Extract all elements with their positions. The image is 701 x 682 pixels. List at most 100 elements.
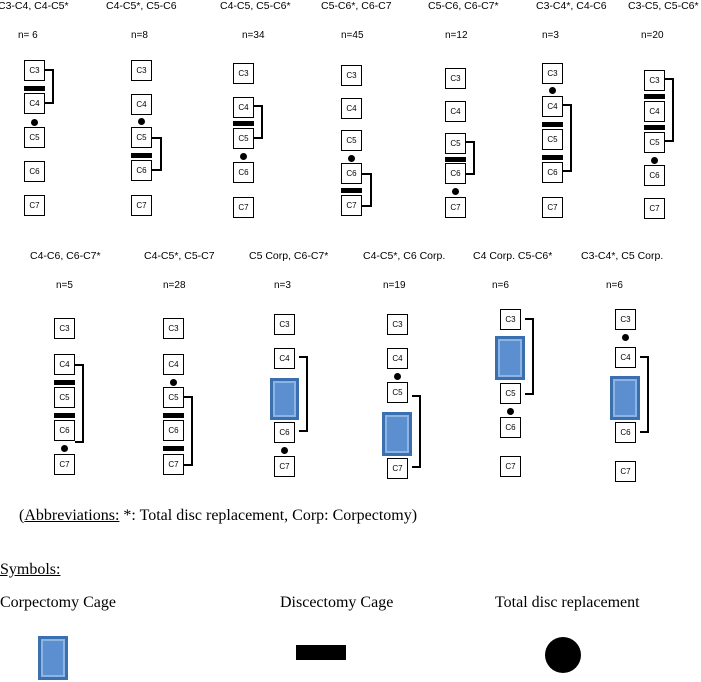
vertebra-c6: C6: [500, 417, 521, 438]
discectomy-cage: [233, 121, 254, 126]
vertebra-c7: C7: [131, 195, 152, 216]
total-disc-replacement: [622, 334, 629, 341]
fusion-bracket: [152, 137, 162, 171]
fusion-bracket: [525, 318, 534, 395]
vertebra-c3: C3: [500, 309, 521, 330]
vertebra-c7: C7: [615, 461, 636, 482]
vertebra-c6: C6: [615, 422, 636, 443]
panel-n: n=8: [131, 30, 148, 41]
discectomy-cage: [54, 380, 75, 385]
fusion-bracket: [299, 356, 308, 432]
vertebra-c7: C7: [542, 197, 563, 218]
abbreviations-heading: Abbreviations:: [24, 507, 120, 524]
vertebra-c5: C5: [341, 130, 362, 151]
panel-title: C3-C5, C5-C6*: [628, 0, 699, 12]
panel-title: C4-C5, C5-C6*: [220, 0, 291, 12]
panel-n: n=28: [163, 280, 186, 291]
vertebra-c4: C4: [131, 94, 152, 115]
panel-n: n=19: [383, 280, 406, 291]
fusion-bracket: [75, 364, 84, 443]
corpectomy-cage: [495, 336, 525, 380]
discectomy-cage: [341, 188, 362, 193]
panel-n: n=6: [492, 280, 509, 291]
panel-n: n=3: [274, 280, 291, 291]
vertebra-c6: C6: [644, 165, 665, 186]
fusion-bracket: [254, 105, 263, 139]
discectomy-cage: [54, 413, 75, 418]
fusion-bracket: [412, 395, 421, 468]
vertebra-c3: C3: [24, 60, 45, 81]
vertebra-c7: C7: [163, 454, 184, 475]
panel-title: C3-C4, C4-C5*: [0, 0, 69, 12]
vertebra-c5: C5: [233, 128, 254, 149]
fusion-bracket: [184, 396, 193, 466]
vertebra-c6: C6: [542, 162, 563, 183]
vertebra-c5: C5: [500, 383, 521, 404]
vertebra-c4: C4: [387, 348, 408, 369]
abbreviations-text: *: Total disc replacement, Corp: Corpect…: [119, 507, 418, 524]
vertebra-c3: C3: [387, 314, 408, 335]
vertebra-c6: C6: [54, 420, 75, 441]
fusion-bracket: [640, 356, 649, 433]
total-disc-replacement: [31, 119, 38, 126]
vertebra-c7: C7: [445, 197, 466, 218]
vertebra-c5: C5: [644, 132, 665, 153]
corpectomy-cage: [270, 378, 299, 420]
vertebra-c6: C6: [24, 161, 45, 182]
vertebra-c4: C4: [54, 354, 75, 375]
vertebra-c7: C7: [24, 195, 45, 216]
discectomy-cage: [542, 122, 563, 127]
panel-n: n=3: [542, 30, 559, 41]
vertebra-c5: C5: [445, 133, 466, 154]
vertebra-c4: C4: [274, 348, 295, 369]
symbols-title: Symbols:: [0, 561, 61, 578]
vertebra-c6: C6: [163, 420, 184, 441]
panel-title: C4-C5*, C5-C6: [106, 0, 177, 12]
vertebra-c3: C3: [233, 63, 254, 84]
panel-title: C4 Corp. C5-C6*: [473, 250, 553, 262]
vertebra-c3: C3: [163, 318, 184, 339]
corpectomy-cage: [382, 412, 412, 456]
legend-label-corpectomy-cage: Corpectomy Cage: [0, 594, 116, 611]
total-disc-replacement: [507, 408, 514, 415]
vertebra-c5: C5: [542, 129, 563, 150]
total-disc-replacement: [394, 373, 401, 380]
discectomy-cage: [542, 155, 563, 160]
vertebra-c6: C6: [341, 163, 362, 184]
vertebra-c4: C4: [445, 101, 466, 122]
vertebra-c5: C5: [24, 127, 45, 148]
total-disc-replacement: [651, 157, 658, 164]
panel-n: n=6: [606, 280, 623, 291]
vertebra-c6: C6: [131, 160, 152, 181]
vertebra-c3: C3: [54, 318, 75, 339]
vertebra-c6: C6: [274, 422, 295, 443]
vertebra-c4: C4: [233, 97, 254, 118]
vertebra-c7: C7: [54, 454, 75, 475]
vertebra-c3: C3: [341, 65, 362, 86]
legend-label-total-disc-replacement: Total disc replacement: [495, 594, 640, 611]
vertebra-c5: C5: [131, 127, 152, 148]
total-disc-replacement: [549, 87, 556, 94]
panel-title: C4-C5*, C6 Corp.: [363, 250, 446, 262]
vertebra-c5: C5: [163, 387, 184, 408]
panel-n: n=45: [341, 30, 364, 41]
total-disc-replacement: [240, 153, 247, 160]
total-disc-replacement: [348, 155, 355, 162]
discectomy-cage-icon: [296, 645, 346, 660]
vertebra-c3: C3: [644, 70, 665, 91]
vertebra-c7: C7: [500, 456, 521, 477]
panel-n: n=20: [641, 30, 664, 41]
vertebra-c6: C6: [445, 163, 466, 184]
panel-title: C3-C4*, C5 Corp.: [581, 250, 664, 262]
vertebra-c3: C3: [274, 314, 295, 335]
discectomy-cage: [644, 125, 665, 130]
panel-title: C4-C6, C6-C7*: [30, 250, 101, 262]
vertebra-c4: C4: [644, 101, 665, 122]
vertebra-c5: C5: [387, 382, 408, 403]
panel-title: C5-C6, C6-C7*: [428, 0, 499, 12]
vertebra-c4: C4: [542, 96, 563, 117]
vertebra-c6: C6: [233, 162, 254, 183]
vertebra-c3: C3: [445, 68, 466, 89]
abbreviations-note: (Abbreviations: *: Total disc replacemen…: [19, 507, 417, 525]
discectomy-cage: [131, 153, 152, 158]
